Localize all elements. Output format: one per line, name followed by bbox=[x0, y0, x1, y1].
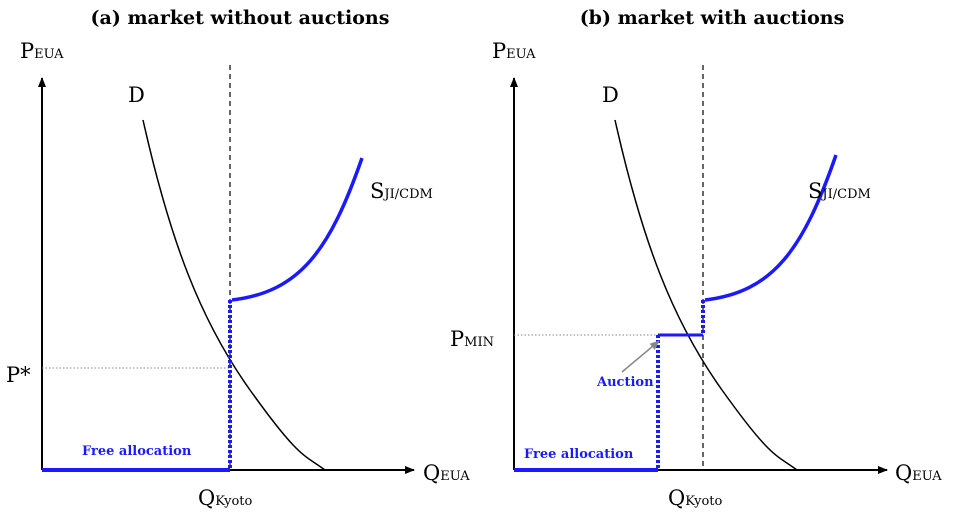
label-part: S bbox=[808, 179, 822, 203]
label-part: P bbox=[492, 39, 506, 63]
auction-arrow bbox=[621, 340, 660, 373]
panel-b: (b) market with auctions PEUA QEUA D SJI… bbox=[450, 7, 942, 510]
label-part: EUA bbox=[912, 469, 942, 484]
price-label: PMIN bbox=[450, 327, 494, 351]
free-allocation-label: Free allocation bbox=[82, 444, 192, 459]
label-part: EUA bbox=[34, 47, 64, 62]
demand-label: D bbox=[128, 83, 145, 107]
label-part: P bbox=[450, 327, 464, 351]
label-part: EUA bbox=[440, 469, 470, 484]
label-part: P bbox=[20, 39, 34, 63]
supply-label: SJI/CDM bbox=[808, 179, 871, 203]
label-part: Q bbox=[423, 461, 440, 485]
label-part: S bbox=[370, 179, 384, 203]
y-axis-label: PEUA bbox=[492, 39, 536, 63]
demand-label: D bbox=[602, 83, 619, 107]
price-label: P* bbox=[6, 363, 31, 387]
panel-title: (b) market with auctions bbox=[580, 7, 845, 29]
kyoto-label: QKyoto bbox=[668, 486, 722, 510]
label-part: Kyoto bbox=[215, 494, 252, 509]
auction-label: Auction bbox=[596, 375, 654, 390]
label-part: EUA bbox=[506, 47, 536, 62]
panel-title: (a) market without auctions bbox=[91, 7, 390, 29]
label-part: MIN bbox=[464, 335, 494, 350]
kyoto-label: QKyoto bbox=[198, 486, 252, 510]
supply-label: SJI/CDM bbox=[370, 179, 433, 203]
label-part: Q bbox=[895, 461, 912, 485]
supply-curve bbox=[231, 157, 364, 302]
supply-curve bbox=[704, 154, 838, 302]
free-allocation-label: Free allocation bbox=[524, 447, 634, 462]
label-part: JI/CDM bbox=[820, 187, 870, 202]
label-part: Q bbox=[668, 486, 685, 510]
demand-curve bbox=[614, 119, 798, 471]
demand-curve bbox=[142, 119, 326, 471]
panel-a: (a) market without auctions PEUA QEUA D … bbox=[6, 7, 470, 510]
label-part: JI/CDM bbox=[382, 187, 432, 202]
y-axis-label: PEUA bbox=[20, 39, 64, 63]
label-part: Kyoto bbox=[685, 494, 722, 509]
x-axis-label: QEUA bbox=[423, 461, 470, 485]
label-part: Q bbox=[198, 486, 215, 510]
x-axis-label: QEUA bbox=[895, 461, 942, 485]
